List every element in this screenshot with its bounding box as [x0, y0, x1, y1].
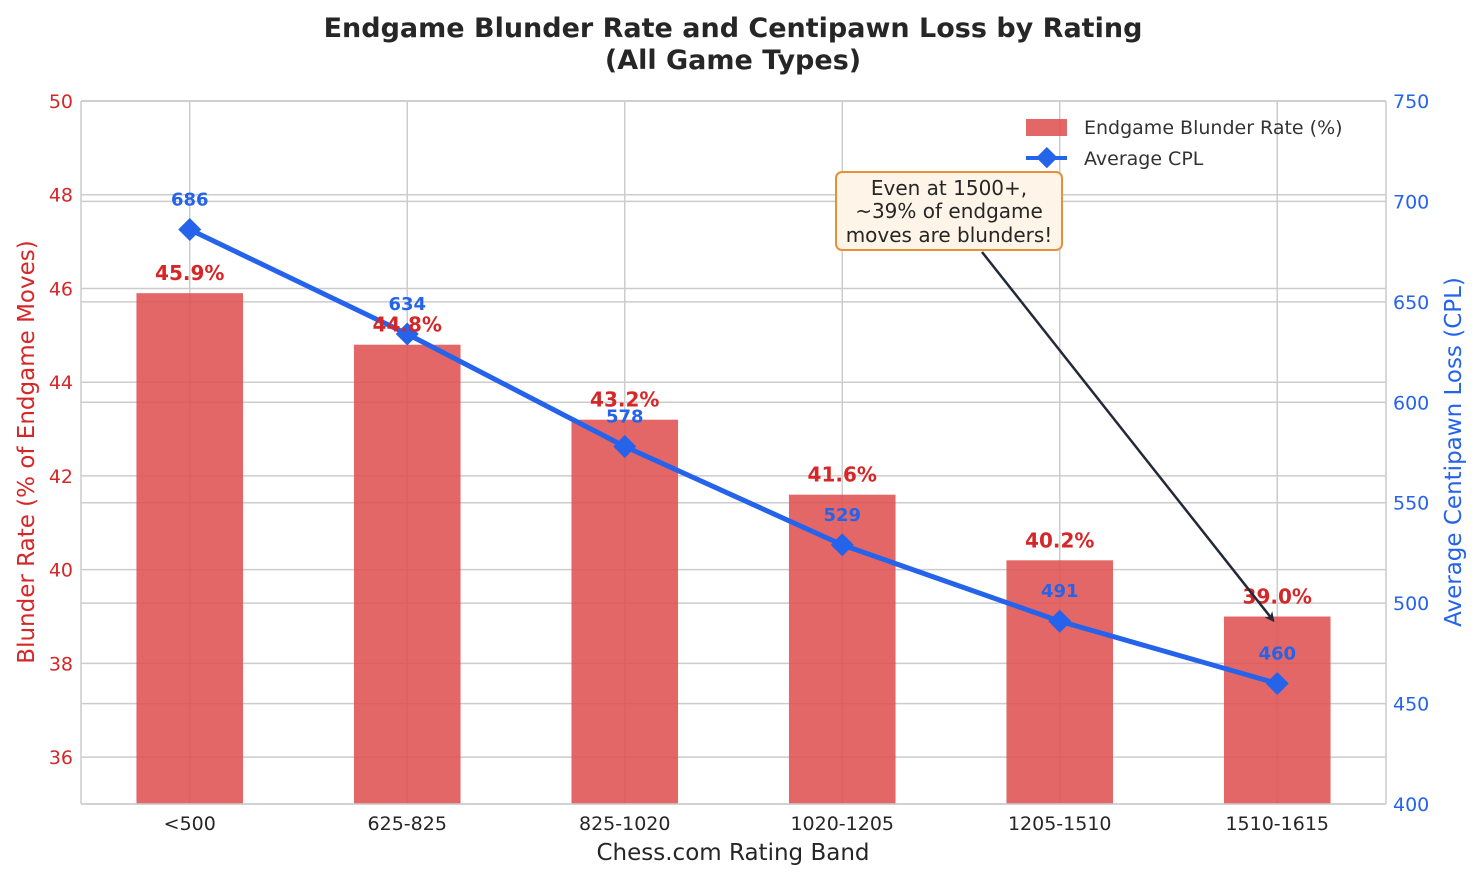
x-tick-label: <500	[164, 813, 216, 835]
y-left-tick-label: 42	[49, 466, 73, 488]
y-left-tick-label: 44	[49, 372, 73, 394]
cpl-value-label: 491	[1041, 581, 1079, 602]
bar	[1006, 560, 1114, 804]
y-axis-right-label: Average Centipawn Loss (CPL)	[1441, 277, 1467, 627]
annotation-line-3: moves are blunders!	[846, 223, 1053, 247]
chart-title-line-1: Endgame Blunder Rate and Centipawn Loss …	[324, 13, 1143, 44]
legend-label-bar: Endgame Blunder Rate (%)	[1084, 117, 1343, 139]
cpl-point	[1265, 671, 1289, 695]
y-left-tick-label: 48	[49, 185, 73, 207]
legend-swatch-bar	[1026, 119, 1067, 136]
x-axis-label: Chess.com Rating Band	[596, 840, 869, 866]
bar-value-label: 45.9%	[155, 261, 224, 285]
y-right-tick-label: 450	[1393, 694, 1429, 716]
cpl-value-label: 529	[823, 505, 861, 526]
annotation-box	[835, 171, 1063, 251]
y-left-tick-label: 36	[49, 747, 73, 769]
cpl-line	[178, 218, 1289, 695]
annotation-line-1: Even at 1500+,	[871, 176, 1027, 200]
x-tick-label: 1510-1615	[1225, 813, 1329, 835]
y-left-tick-label: 40	[49, 560, 73, 582]
bar	[353, 344, 461, 804]
x-tick-label: 825-1020	[579, 813, 670, 835]
cpl-value-label: 578	[606, 406, 644, 427]
y-axis-left-label: Blunder Rate (% of Endgame Moves)	[14, 240, 40, 663]
x-tick-label: 1205-1510	[1008, 813, 1112, 835]
cpl-point	[395, 322, 419, 346]
y-right-tick-label: 650	[1393, 292, 1429, 314]
bar	[136, 293, 244, 804]
bar	[571, 419, 679, 804]
y-right-tick-label: 700	[1393, 191, 1429, 213]
data-labels: 45.9%44.8%43.2%41.6%40.2%39.0%6866345785…	[155, 190, 1312, 665]
bar-value-label: 41.6%	[808, 463, 877, 487]
cpl-point	[830, 533, 854, 557]
bar-value-label: 44.8%	[373, 313, 442, 337]
bar-value-label: 43.2%	[590, 388, 659, 412]
annotation: Even at 1500+, ~39% of endgame moves are…	[835, 171, 1275, 623]
cpl-point	[613, 434, 637, 458]
y-right-tick-label: 550	[1393, 493, 1429, 515]
y-right-tick-label: 600	[1393, 392, 1429, 414]
legend: Endgame Blunder Rate (%) Average CPL	[1026, 117, 1343, 170]
annotation-line-2: ~39% of endgame	[855, 199, 1043, 223]
bar-value-label: 40.2%	[1025, 528, 1094, 552]
x-tick-label: 625-825	[368, 813, 447, 835]
bar	[1223, 616, 1331, 804]
x-tick-label: 1020-1205	[790, 813, 894, 835]
annotation-arrow	[981, 251, 1275, 623]
cpl-point	[1048, 609, 1072, 633]
legend-diamond-icon	[1036, 147, 1058, 169]
bars	[136, 293, 1331, 804]
y-left-tick-label: 38	[49, 653, 73, 675]
cpl-value-label: 460	[1258, 643, 1296, 664]
cpl-line-path	[188, 227, 1278, 686]
y-right-tick-label: 400	[1393, 794, 1429, 816]
y-right-tick-label: 500	[1393, 593, 1429, 615]
y-left-tick-label: 50	[49, 91, 73, 113]
grid	[81, 100, 1386, 805]
y-right-tick-label: 750	[1393, 91, 1429, 113]
chart-title-line-2: (All Game Types)	[605, 45, 861, 76]
cpl-point	[178, 218, 202, 242]
cpl-value-label: 686	[171, 190, 209, 211]
axes: <500 625-825 825-1020 1020-1205 1205-1510 151…	[49, 91, 1429, 835]
y-left-tick-label: 46	[49, 278, 73, 300]
cpl-value-label: 634	[388, 294, 426, 315]
legend-label-line: Average CPL	[1084, 148, 1204, 170]
